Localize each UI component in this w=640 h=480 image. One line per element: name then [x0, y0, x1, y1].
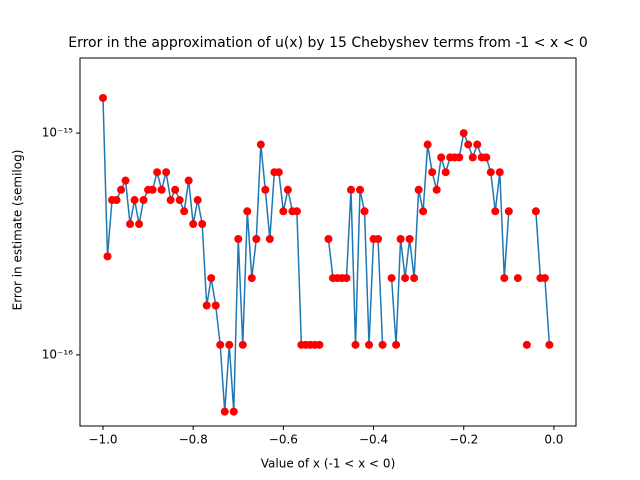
data-point — [455, 153, 464, 162]
data-point — [419, 207, 428, 216]
data-point — [229, 407, 238, 416]
chart-title: Error in the approximation of u(x) by 15… — [68, 35, 588, 51]
data-point — [148, 185, 157, 194]
data-point — [396, 235, 405, 244]
data-point — [522, 340, 531, 349]
data-point — [365, 340, 374, 349]
data-point — [157, 185, 166, 194]
data-point — [274, 168, 283, 177]
data-point — [184, 176, 193, 185]
data-point — [189, 220, 198, 229]
data-point — [238, 340, 247, 349]
data-point — [198, 220, 207, 229]
data-point — [98, 93, 107, 102]
x-tick-label: −0.8 — [179, 433, 208, 447]
data-point — [171, 185, 180, 194]
data-point — [175, 196, 184, 205]
data-point — [126, 220, 135, 229]
data-point — [279, 207, 288, 216]
data-point — [234, 235, 243, 244]
x-tick-label: −1.0 — [88, 433, 117, 447]
data-point — [414, 185, 423, 194]
data-point — [103, 252, 112, 261]
data-point — [193, 196, 202, 205]
data-point — [247, 274, 256, 283]
data-point — [256, 140, 265, 149]
data-point — [410, 274, 419, 283]
data-point — [283, 185, 292, 194]
x-axis-label: Value of x (-1 < x < 0) — [261, 457, 396, 471]
x-tick-label: −0.2 — [449, 433, 478, 447]
plot-frame — [79, 57, 577, 427]
data-point — [117, 185, 126, 194]
y-tick-label: 10⁻¹⁶ — [42, 347, 73, 361]
data-point — [342, 274, 351, 283]
data-point — [482, 153, 491, 162]
data-point — [378, 340, 387, 349]
data-point — [166, 196, 175, 205]
data-point — [486, 168, 495, 177]
data-point — [374, 235, 383, 244]
data-point — [513, 274, 522, 283]
data-point — [315, 340, 324, 349]
data-point — [220, 407, 229, 416]
data-point — [468, 153, 477, 162]
data-point — [504, 207, 513, 216]
data-point — [216, 340, 225, 349]
data-point — [121, 176, 130, 185]
data-point — [261, 185, 270, 194]
data-point — [135, 220, 144, 229]
data-point — [495, 168, 504, 177]
x-tick-label: −0.4 — [359, 433, 388, 447]
data-point — [211, 301, 220, 310]
data-point — [130, 196, 139, 205]
data-point — [180, 207, 189, 216]
data-point — [162, 168, 171, 177]
data-point — [437, 153, 446, 162]
data-point — [491, 207, 500, 216]
data-point — [545, 340, 554, 349]
data-point — [243, 207, 252, 216]
y-axis-label: Error in estimate (semilog) — [11, 150, 25, 311]
data-point — [356, 185, 365, 194]
data-point — [252, 235, 261, 244]
data-point — [441, 168, 450, 177]
x-tick-label: −0.6 — [269, 433, 298, 447]
data-point — [112, 196, 121, 205]
x-tick-label: 0.0 — [544, 433, 563, 447]
data-point — [540, 274, 549, 283]
data-point — [153, 168, 162, 177]
data-point — [324, 235, 333, 244]
data-point — [360, 207, 369, 216]
data-point — [387, 274, 396, 283]
data-point — [428, 168, 437, 177]
data-point — [473, 140, 482, 149]
data-point — [225, 340, 234, 349]
data-point — [464, 140, 473, 149]
data-point — [346, 185, 355, 194]
data-point — [202, 301, 211, 310]
data-point — [292, 207, 301, 216]
data-point — [423, 140, 432, 149]
data-point — [500, 274, 509, 283]
data-point — [207, 274, 216, 283]
data-point — [432, 185, 441, 194]
y-tick-label: 10⁻¹⁵ — [42, 126, 73, 140]
data-point — [405, 235, 414, 244]
data-point — [531, 207, 540, 216]
data-point — [265, 235, 274, 244]
data-point — [401, 274, 410, 283]
data-point — [459, 129, 468, 138]
data-point — [351, 340, 360, 349]
data-point — [139, 196, 148, 205]
data-point — [392, 340, 401, 349]
